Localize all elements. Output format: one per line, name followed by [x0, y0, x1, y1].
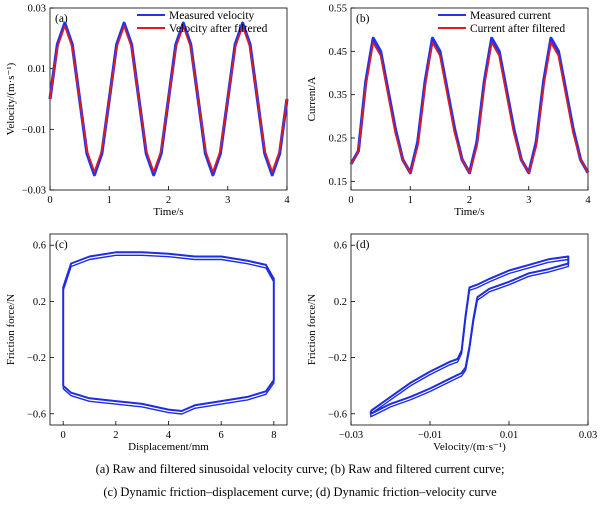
- y-axis-label: Friction force/N: [306, 294, 318, 365]
- series-line-1: [62, 251, 275, 412]
- panel-a: 0 1 2 3 4 −0.03 −0.01 0.01 0.03 Time/s Velocity/(m…: [5, 4, 290, 219]
- x-tick-label: 1: [408, 195, 413, 206]
- plot-frame: [350, 7, 589, 191]
- x-tick-label: 8: [271, 430, 276, 441]
- x-tick-label: 3: [225, 195, 230, 206]
- x-tick-label: 0: [61, 430, 66, 441]
- x-tick-label: 6: [219, 430, 224, 441]
- y-tick-label: 0.01: [28, 64, 46, 75]
- y-tick-label: 0.6: [334, 241, 347, 252]
- series-line-1: [369, 255, 570, 415]
- y-tick-label: 0.55: [329, 4, 347, 15]
- y-tick-label: 0.45: [329, 47, 347, 58]
- series-line-repeat: [370, 258, 569, 418]
- panel-label: (b): [356, 13, 370, 25]
- legend-label: Measured current: [470, 10, 552, 22]
- legend-label: Velocity after filtered: [169, 23, 268, 35]
- x-tick-label: 0.01: [500, 430, 518, 441]
- y-tick-label: −0.6: [27, 409, 46, 420]
- figure-caption-line-2: (c) Dynamic friction–displacement curve;…: [103, 485, 497, 499]
- x-tick-label: 2: [467, 195, 472, 206]
- x-tick-label: 0: [348, 195, 353, 206]
- x-tick-label: 4: [166, 430, 172, 441]
- legend-label: Current after filtered: [470, 23, 565, 35]
- y-tick-label: −0.03: [22, 186, 46, 197]
- y-tick-label: −0.2: [27, 353, 46, 364]
- y-tick-label: 0.25: [329, 134, 347, 145]
- figure-caption-line-1: (a) Raw and filtered sinusoidal velocity…: [96, 462, 505, 476]
- x-tick-label: 3: [526, 195, 531, 206]
- series-line-repeat: [62, 254, 275, 415]
- x-tick-label: 1: [107, 195, 112, 206]
- series-line-2: [350, 41, 589, 174]
- x-tick-label: −0.01: [418, 430, 442, 441]
- y-tick-label: 0.6: [33, 241, 46, 252]
- panel-b: 0 1 2 3 4 0.15 0.25 0.35 0.45 0.55 Time/s Current/A…: [306, 4, 591, 219]
- x-tick-label: 2: [113, 430, 118, 441]
- x-axis-label: Displacement/mm: [128, 441, 209, 453]
- y-tick-label: 0.35: [329, 90, 347, 101]
- y-tick-label: −0.6: [328, 409, 347, 420]
- series-line-1: [349, 36, 590, 175]
- panel-d: −0.03 −0.01 0.01 0.03 −0.6 −0.2 0.2 0.6 Velocity…: [306, 233, 597, 453]
- y-tick-label: −0.2: [328, 353, 347, 364]
- x-tick-label: −0.03: [339, 430, 363, 441]
- x-axis-label: Time/s: [454, 206, 484, 218]
- x-axis-label: Time/s: [153, 206, 183, 218]
- x-tick-label: 4: [284, 195, 290, 206]
- x-tick-label: 4: [585, 195, 591, 206]
- panel-c: 0 2 4 6 8 −0.6 −0.2 0.2 0.6 Displacement/mm Fricti…: [5, 233, 288, 453]
- panel-label: (d): [356, 239, 370, 251]
- y-axis-label: Velocity/(m·s⁻¹): [5, 62, 17, 135]
- y-tick-label: 0.2: [334, 297, 347, 308]
- y-tick-label: 0.15: [329, 177, 347, 188]
- x-axis-label: Velocity/(m·s⁻¹): [433, 441, 506, 453]
- y-tick-label: −0.01: [22, 125, 46, 136]
- plot-frame: [350, 233, 589, 426]
- panel-label: (c): [55, 239, 68, 251]
- legend-label: Measured velocity: [169, 10, 255, 22]
- x-tick-label: 2: [166, 195, 171, 206]
- y-axis-label: Friction force/N: [5, 294, 17, 365]
- y-tick-label: 0.2: [33, 297, 46, 308]
- y-tick-label: 0.03: [28, 4, 46, 15]
- series-line-2: [49, 25, 288, 173]
- x-tick-label: 0: [47, 195, 52, 206]
- y-axis-label: Current/A: [306, 77, 318, 122]
- x-tick-label: 0.03: [579, 430, 597, 441]
